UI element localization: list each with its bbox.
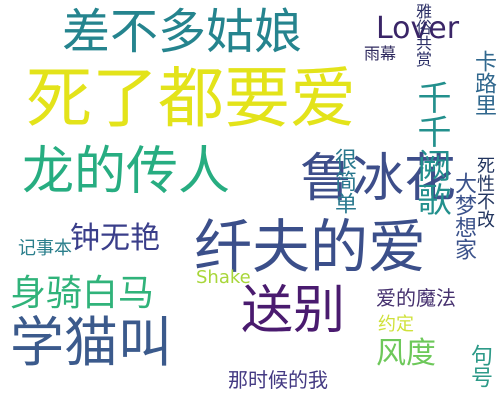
word-3: 龙的传人 xyxy=(22,142,231,202)
word-7: 身骑白马 xyxy=(10,273,155,314)
word-9: 钟无艳 xyxy=(70,221,160,256)
word-5: 学猫叫 xyxy=(10,311,172,374)
word-21: 约定 xyxy=(378,314,414,335)
word-18: 雅俗共赏 xyxy=(413,3,432,67)
word-6: 送别 xyxy=(241,281,346,341)
word-1: 纤夫的爱 xyxy=(194,213,427,281)
word-19: 雨幕 xyxy=(364,44,397,63)
word-12: 那时候的我 xyxy=(228,368,328,392)
word-15: 大梦想家 xyxy=(451,172,476,260)
word-14: 千千阙歌 xyxy=(411,80,451,216)
word-13: 很简单 xyxy=(331,148,356,214)
word-0: 死了都要爱 xyxy=(26,60,356,137)
word-10: 爱的魔法 xyxy=(376,286,456,310)
word-2: 差不多姑娘 xyxy=(62,4,303,60)
word-4: 鲁冰花 xyxy=(300,149,457,209)
word-22: 句号 xyxy=(467,344,492,388)
word-8: Lover xyxy=(376,11,460,46)
word-20: Shake xyxy=(196,267,251,288)
word-16: 卡路里 xyxy=(471,50,496,116)
word-17: 死性不改 xyxy=(474,156,495,228)
word-11: 风度 xyxy=(376,336,436,371)
word-23: 记事本 xyxy=(18,238,72,259)
